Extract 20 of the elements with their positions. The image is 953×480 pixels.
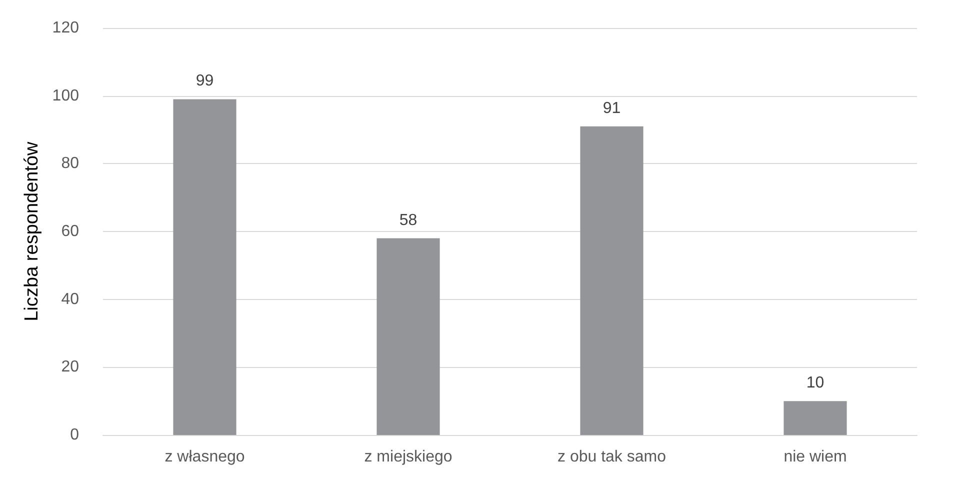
y-tick-label: 120 <box>52 20 80 36</box>
x-tick-label: z obu tak samo <box>558 448 666 466</box>
y-tick-label: 40 <box>61 290 80 308</box>
data-label: 10 <box>806 374 824 392</box>
data-label: 58 <box>399 212 418 229</box>
data-label: 91 <box>602 100 621 117</box>
bar <box>784 401 847 435</box>
bar <box>376 238 440 435</box>
data-label: 99 <box>196 72 214 90</box>
bar <box>580 126 644 435</box>
y-axis-title: Liczba respondentów <box>21 141 42 322</box>
x-tick-label: z własnego <box>164 448 245 466</box>
y-tick-label: 60 <box>61 223 80 240</box>
y-tick-label: 20 <box>61 358 80 376</box>
y-tick-label: 0 <box>70 426 80 444</box>
x-tick-label: nie wiem <box>784 448 847 466</box>
bar <box>173 99 236 435</box>
x-tick-label: z miejskiego <box>364 448 452 466</box>
y-tick-label: 100 <box>52 87 80 104</box>
y-tick-label: 80 <box>61 155 80 172</box>
